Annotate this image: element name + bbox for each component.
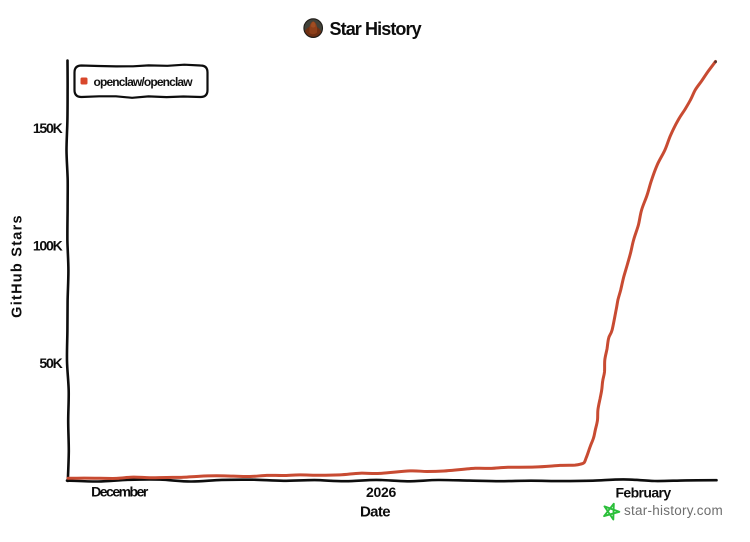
svg-text:February: February bbox=[615, 484, 671, 500]
svg-text:2026: 2026 bbox=[366, 484, 396, 500]
svg-text:150K: 150K bbox=[33, 120, 63, 136]
svg-text:December: December bbox=[91, 483, 149, 499]
svg-text:openclaw/openclaw: openclaw/openclaw bbox=[94, 75, 194, 89]
svg-text:50K: 50K bbox=[39, 355, 62, 371]
svg-text:100K: 100K bbox=[33, 238, 63, 254]
svg-text:Date: Date bbox=[360, 504, 390, 521]
svg-text:star-history.com: star-history.com bbox=[624, 503, 723, 518]
svg-text:GitHub Stars: GitHub Stars bbox=[10, 214, 26, 318]
svg-text:Star History: Star History bbox=[330, 19, 422, 39]
